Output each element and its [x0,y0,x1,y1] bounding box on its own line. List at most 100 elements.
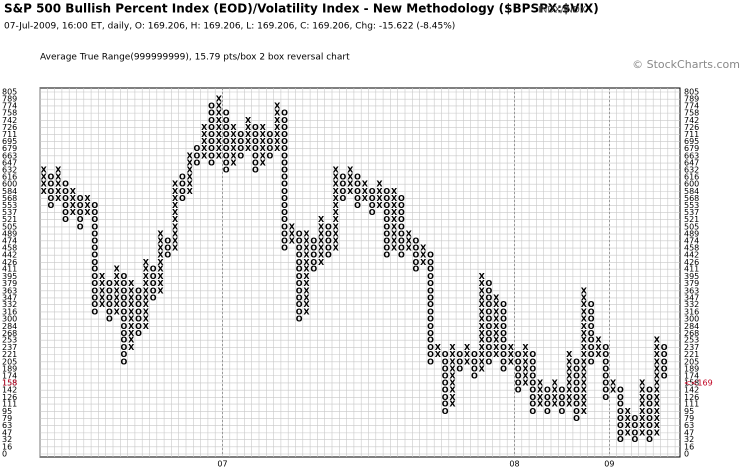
pf-box: X [245,137,252,146]
pf-box: X [55,180,62,189]
pf-box: O [252,159,259,168]
pf-box: O [442,407,449,416]
y-tick-label-right: 679 [684,144,699,153]
pf-box: X [420,251,427,260]
pf-box: O [427,286,434,295]
pf-box: O [91,293,98,302]
pf-box: X [201,137,208,146]
pf-box: X [391,187,398,196]
pf-box: O [91,208,98,217]
pf-box: X [303,272,310,281]
y-tick-label-right: 205 [684,357,699,366]
pf-box: X [128,322,135,331]
pf-box: X [479,286,486,295]
pf-box: X [157,230,164,239]
y-tick-label: 442 [2,251,17,260]
pf-box: X [303,258,310,267]
pf-box: O [398,251,405,260]
pf-box: O [223,159,230,168]
pf-box: X [333,230,340,239]
pf-box: O [91,279,98,288]
pf-box: X [522,378,529,387]
y-tick-label: 632 [2,165,17,174]
pf-box: X [157,272,164,281]
pf-box: O [296,244,303,253]
pf-box: X [245,123,252,132]
y-tick-label: 489 [2,230,17,239]
pf-box: O [486,336,493,345]
pf-box: X [143,322,150,331]
pf-box: O [529,378,536,387]
pf-box: O [77,208,84,217]
pf-box: O [106,307,113,316]
pf-box: O [91,230,98,239]
pf-box: O [617,414,624,423]
pf-box: X [581,365,588,374]
pf-box: X [157,244,164,253]
y-tick-label-right: 647 [684,159,699,168]
pf-box: X [654,378,661,387]
y-tick-label: 679 [2,144,17,153]
pf-box: O [383,244,390,253]
pf-box: O [296,300,303,309]
y-tick-label: 174 [2,371,17,380]
pf-box: O [383,201,390,210]
pf-box: O [150,293,157,302]
pf-box: O [646,414,653,423]
pf-box: O [325,222,332,231]
pf-box: O [661,365,668,374]
y-tick-label: 411 [2,265,17,274]
pf-box: O [91,222,98,231]
pf-box: O [106,286,113,295]
pf-box: X [70,201,77,210]
pf-box: X [289,236,296,245]
y-tick-label-right: 95 [684,407,694,416]
pf-box: X [639,400,646,409]
pf-box: O [529,393,536,402]
pf-box: X [581,322,588,331]
watermark: © StockCharts.com [632,58,740,71]
pf-box: O [544,400,551,409]
pf-box: X [84,201,91,210]
pf-box: X [318,258,325,267]
pf-box: X [157,286,164,295]
pf-box: X [172,215,179,224]
pf-box: X [479,343,486,352]
pf-box: O [383,251,390,260]
pf-box: X [581,357,588,366]
y-tick-label-right: 363 [684,286,699,295]
pf-box: X [143,258,150,267]
pf-box: X [128,293,135,302]
pf-box: X [406,236,413,245]
y-tick-label: 711 [2,130,17,139]
pf-box: O [588,315,595,324]
pf-box: O [354,201,361,210]
pf-box: X [216,95,223,104]
pf-box: O [500,350,507,359]
pf-box: O [281,222,288,231]
y-tick-label: 521 [2,215,17,224]
y-tick-label: 189 [2,365,17,374]
pf-box: X [625,407,632,416]
pf-box: O [208,137,215,146]
y-tick-label-right: 458 [684,244,699,253]
pf-box: X [114,279,121,288]
pf-box: X [172,194,179,203]
pf-box: X [449,378,456,387]
pf-box: O [632,414,639,423]
pf-box: O [310,265,317,274]
pf-box: O [398,236,405,245]
pf-box: X [493,329,500,338]
pf-box: O [559,393,566,402]
pf-column: XXX [595,336,602,359]
pf-box: O [281,165,288,174]
pf-box: X [654,371,661,380]
pf-box: X [318,222,325,231]
pf-box: X [508,343,515,352]
